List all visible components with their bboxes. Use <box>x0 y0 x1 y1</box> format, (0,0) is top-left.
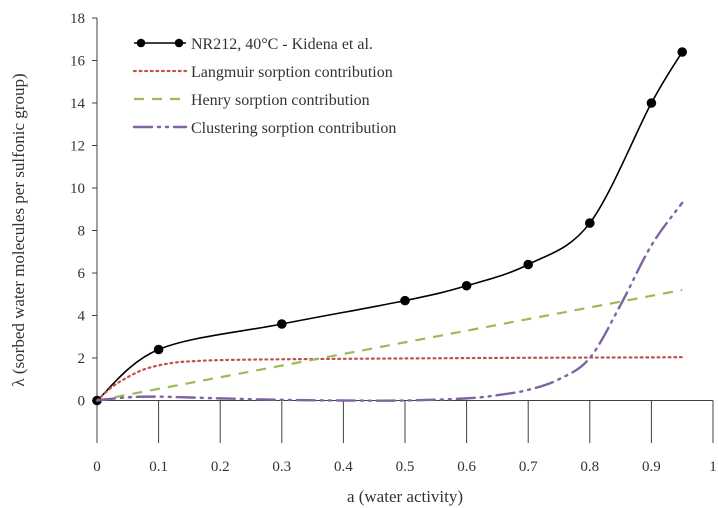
y-axis-title: λ (sorbed water molecules per sulfonic g… <box>9 73 28 386</box>
x-tick-label: 1 <box>709 459 717 475</box>
legend-marker-right <box>174 38 184 48</box>
series-line-3 <box>96 288 683 402</box>
legend-layer: NR212, 40°C - Kidena et al. Langmuir sorp… <box>132 36 396 137</box>
series-marker-1-4 <box>400 295 410 306</box>
y-tick-label: 0 <box>78 394 86 410</box>
series-line-4 <box>95 201 684 402</box>
series-marker-1-8 <box>646 98 657 108</box>
x-tick-label: 0.9 <box>642 459 661 475</box>
legend-label-3: Henry sorption contribution <box>191 92 370 109</box>
series-marker-1-5 <box>461 280 472 291</box>
series-marker-1-3 <box>277 319 287 329</box>
x-axis-title: a (water activity) <box>347 487 463 506</box>
y-tick-label: 6 <box>78 266 86 282</box>
y-tick-label: 18 <box>70 11 85 27</box>
y-tick-label: 14 <box>70 96 86 112</box>
y-tick-label: 8 <box>78 224 86 240</box>
axes-layer: 0 2 4 6 8 10 12 14 16 18 0 0.1 0.2 0.3 0.4 0.5 0.6 0.7 0.8… <box>70 11 717 475</box>
legend-label-2: Langmuir sorption contribution <box>191 64 393 81</box>
series-marker-1-2 <box>153 344 164 355</box>
x-tick-label: 0.4 <box>334 459 353 475</box>
legend-marker-left <box>136 38 146 48</box>
series-line-1 <box>96 51 683 402</box>
x-tick-label: 0.5 <box>396 459 415 475</box>
series-marker-1-9 <box>677 47 688 57</box>
legend-label-4: Clustering sorption contribution <box>191 120 396 137</box>
y-tick-label: 4 <box>78 309 86 325</box>
series-line-2 <box>95 356 684 402</box>
y-tick-label: 10 <box>70 181 85 197</box>
x-tick-label: 0.2 <box>211 459 230 475</box>
x-tick-label: 0.3 <box>272 459 291 475</box>
x-tick-label: 0.8 <box>580 459 599 475</box>
x-tick-label: 0.1 <box>149 459 168 475</box>
legend-label-1: NR212, 40°C - Kidena et al. <box>191 36 373 53</box>
series-layer <box>92 47 688 406</box>
y-tick-label: 12 <box>70 139 85 155</box>
series-marker-1-7 <box>585 218 595 228</box>
y-tick-label: 2 <box>78 351 86 367</box>
x-tick-label: 0.6 <box>457 459 476 475</box>
x-tick-label: 0 <box>93 459 101 475</box>
x-tick-label: 0.7 <box>519 459 538 475</box>
series-marker-1-6 <box>523 259 534 270</box>
y-tick-label: 16 <box>70 54 86 70</box>
